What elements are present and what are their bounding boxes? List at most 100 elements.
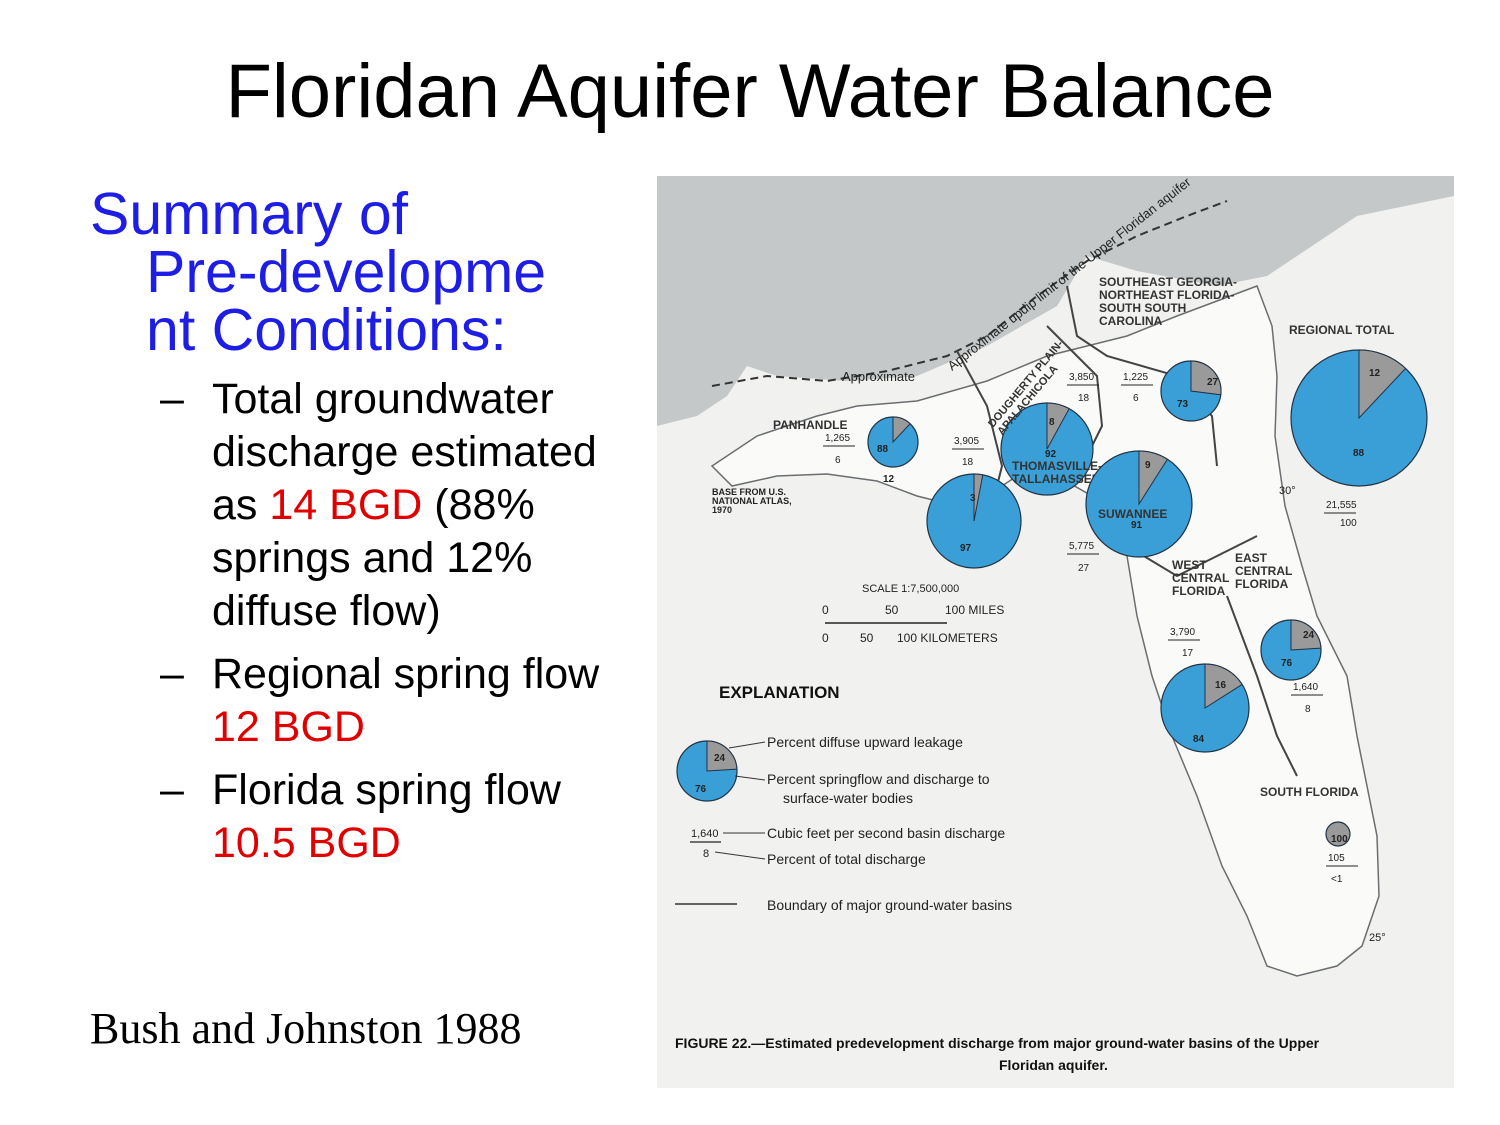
basin-regional-total-pct-total: 100 bbox=[1340, 518, 1357, 529]
basin-thomasville-tallahassee-diffuse-pct: 8 bbox=[1049, 417, 1055, 428]
basin-dougherty-plain-apalachicola-cfs: 3,905 bbox=[954, 436, 979, 447]
base-note-line: 1970 bbox=[712, 505, 732, 515]
basin-south-florida-pct-total: <1 bbox=[1331, 874, 1343, 885]
basin-west-central-florida-pie bbox=[1160, 663, 1250, 753]
updip-label-part: Approximate bbox=[842, 369, 915, 384]
bullet-highlight: 12 BGD bbox=[212, 703, 365, 751]
latitude-25: 25° bbox=[1369, 932, 1386, 944]
map-svg: Approximate Approximate updip limit of t… bbox=[657, 174, 1454, 1088]
legend-sample-pie-diffuse-slice bbox=[706, 740, 738, 772]
legend-item-diffuse: Percent diffuse upward leakage bbox=[767, 734, 963, 750]
basin-southeast-georgia-northeast-florida-south-south-carolina-pct-total: 6 bbox=[1133, 393, 1139, 404]
bullet-regional-spring: – Regional spring flow 12 BGD bbox=[90, 648, 630, 754]
map-figure: Approximate Approximate updip limit of t… bbox=[657, 174, 1454, 1088]
legend-item-pct: Percent of total discharge bbox=[767, 851, 926, 867]
basin-southeast-georgia-northeast-florida-south-south-carolina-label: CAROLINA bbox=[1099, 314, 1163, 328]
basin-east-central-florida-pie-diffuse-slice bbox=[1290, 619, 1322, 651]
legend-sample-springs: 76 bbox=[695, 784, 707, 795]
basin-regional-total-springs-pct: 88 bbox=[1353, 448, 1365, 459]
basin-east-central-florida-diffuse-pct: 24 bbox=[1303, 630, 1315, 641]
legend-item-springflow: Percent springflow and discharge to bbox=[767, 771, 990, 787]
basin-boundary bbox=[1126, 535, 1258, 578]
basin-west-central-florida-label: WEST bbox=[1172, 558, 1207, 572]
heading-line-3: nt Conditions: bbox=[146, 297, 507, 363]
summary-heading: Summary of Pre-developme nt Conditions: bbox=[90, 185, 630, 363]
legend-sample-diffuse: 24 bbox=[714, 753, 726, 764]
basin-thomasville-tallahassee-pie bbox=[1000, 402, 1094, 496]
basin-east-central-florida-label: FLORIDA bbox=[1235, 577, 1289, 591]
basin-dougherty-plain-apalachicola: 3 97 3,905 18 bbox=[926, 436, 1022, 569]
bullet-dash: – bbox=[160, 650, 184, 698]
basin-suwannee-pie bbox=[1085, 450, 1193, 558]
basin-south-florida: 100 SOUTH FLORIDA 105 <1 bbox=[1260, 785, 1359, 885]
basin-south-florida-label: SOUTH FLORIDA bbox=[1260, 785, 1359, 799]
basin-east-central-florida-springs-pct: 76 bbox=[1281, 658, 1293, 669]
basin-east-central-florida-label: EAST bbox=[1235, 551, 1268, 565]
legend-leader bbox=[734, 775, 766, 781]
basin-panhandle-pct-total: 6 bbox=[835, 455, 841, 466]
scale-bar: SCALE 1:7,500,000 0 50 100 MILES 0 50 10… bbox=[822, 583, 1004, 645]
basin-southeast-georgia-northeast-florida-south-south-carolina: 27 73 SOUTHEAST GEORGIA-NORTHEAST FLORIDA-… bbox=[1099, 275, 1237, 422]
legend-item-cfs: Cubic feet per second basin discharge bbox=[767, 825, 1005, 841]
bullet-text: (88% springs and 12% diffuse flow) bbox=[212, 481, 535, 635]
summary-panel: Summary of Pre-developme nt Conditions: … bbox=[90, 185, 630, 880]
citation: Bush and Johnston 1988 bbox=[90, 1004, 522, 1053]
basin-west-central-florida-label: FLORIDA bbox=[1172, 584, 1226, 598]
basin-east-central-florida-cfs: 1,640 bbox=[1293, 682, 1318, 693]
latitude-30: 30° bbox=[1279, 485, 1296, 497]
base-note-line: NATIONAL ATLAS, bbox=[712, 496, 792, 506]
figure-caption-line-1: FIGURE 22.—Estimated predevelopment disc… bbox=[675, 1035, 1320, 1051]
basin-southeast-georgia-northeast-florida-south-south-carolina-cfs: 1,225 bbox=[1123, 372, 1148, 383]
basin-suwannee-cfs: 5,775 bbox=[1069, 541, 1094, 552]
northern-states-relief bbox=[657, 176, 1454, 426]
legend-sample-pct: 8 bbox=[703, 848, 709, 860]
basin-suwannee-diffuse-pct: 9 bbox=[1145, 460, 1151, 471]
legend-sample-pie bbox=[676, 740, 738, 802]
basin-suwannee-pct-total: 27 bbox=[1078, 563, 1090, 574]
bullet-text: Regional spring flow bbox=[212, 650, 600, 698]
figure-caption-line-2: Floridan aquifer. bbox=[999, 1057, 1108, 1073]
bullet-text: Total groundwater discharge estimated as bbox=[212, 375, 597, 529]
scale-miles-0: 0 bbox=[822, 603, 829, 617]
scale-miles-label: 100 MILES bbox=[945, 603, 1004, 617]
basin-regional-total: 12 88 REGIONAL TOTAL 21,555 100 bbox=[1289, 323, 1428, 529]
heading-line-1: Summary of bbox=[90, 181, 409, 247]
explanation-title: EXPLANATION bbox=[719, 683, 840, 702]
basin-boundary bbox=[1066, 285, 1218, 467]
scale-miles-50: 50 bbox=[885, 603, 899, 617]
basin-thomasville-tallahassee-label: THOMASVILLE- bbox=[1012, 459, 1102, 473]
bullet-florida-spring: – Florida spring flow 10.5 BGD bbox=[90, 764, 630, 870]
basin-west-central-florida-label: CENTRAL bbox=[1172, 571, 1229, 585]
basin-dougherty-plain-apalachicola-pie bbox=[926, 473, 1022, 569]
legend-leader bbox=[728, 741, 766, 749]
basin-south-florida-pie bbox=[1325, 821, 1351, 847]
basin-panhandle-diffuse-pct: 12 bbox=[883, 474, 895, 485]
basin-panhandle-cfs: 1,265 bbox=[825, 433, 850, 444]
scale-km-0: 0 bbox=[822, 631, 829, 645]
bullet-highlight: 14 BGD bbox=[269, 481, 423, 529]
basin-southeast-georgia-northeast-florida-south-south-carolina-label: SOUTH SOUTH bbox=[1099, 301, 1186, 315]
basin-regional-total-cfs: 21,555 bbox=[1326, 500, 1357, 511]
basin-southeast-georgia-northeast-florida-south-south-carolina-pie-diffuse-slice bbox=[1190, 360, 1222, 396]
basin-thomasville-tallahassee-label: TALLAHASSEE bbox=[1012, 472, 1100, 486]
basin-east-central-florida-pie bbox=[1260, 619, 1322, 681]
base-note-line: BASE FROM U.S. bbox=[712, 487, 786, 497]
basin-east-central-florida-pct-total: 8 bbox=[1305, 704, 1311, 715]
basin-southeast-georgia-northeast-florida-south-south-carolina-label: NORTHEAST FLORIDA- bbox=[1099, 288, 1234, 302]
basin-south-florida-cfs: 105 bbox=[1328, 853, 1345, 864]
basin-west-central-florida-pie-diffuse-slice bbox=[1204, 663, 1243, 709]
scale-km-label: 100 KILOMETERS bbox=[897, 631, 998, 645]
legend-item-springflow-2: surface-water bodies bbox=[783, 790, 913, 806]
legend-pie: 24 76 bbox=[676, 740, 738, 802]
basin-regional-total-pie bbox=[1290, 349, 1428, 487]
scale-ratio: SCALE 1:7,500,000 bbox=[862, 583, 959, 595]
basin-southeast-georgia-northeast-florida-south-south-carolina-label: SOUTHEAST GEORGIA- bbox=[1099, 275, 1237, 289]
basin-thomasville-tallahassee-cfs: 3,850 bbox=[1069, 372, 1094, 383]
basin-thomasville-tallahassee-springs-pct: 92 bbox=[1045, 449, 1057, 460]
basin-thomasville-tallahassee-pct-total: 18 bbox=[1078, 393, 1090, 404]
bullet-dash: – bbox=[160, 375, 184, 423]
basin-panhandle-pie bbox=[867, 416, 919, 468]
